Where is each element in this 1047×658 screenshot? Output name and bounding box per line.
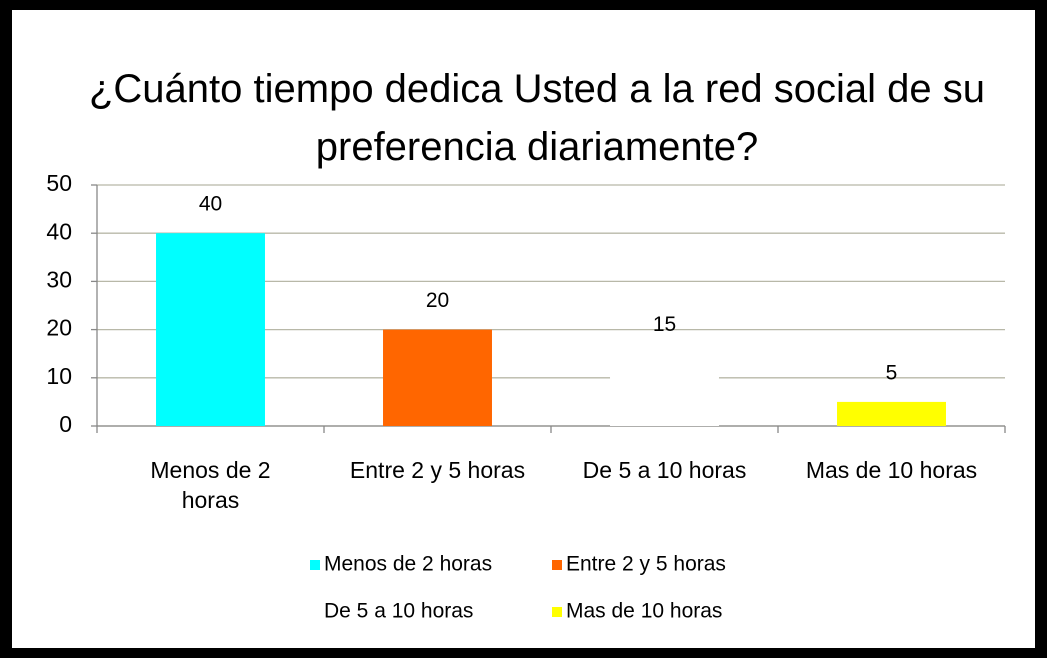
legend-label: Mas de 10 horas bbox=[566, 600, 722, 623]
y-tick-label: 0 bbox=[59, 411, 72, 437]
x-tick-label: Menos de 2 horas bbox=[150, 457, 271, 513]
data-label: 40 bbox=[199, 193, 222, 216]
chart-title: ¿Cuánto tiempo dedica Usted a la red soc… bbox=[88, 67, 986, 169]
y-tick-label: 30 bbox=[46, 266, 72, 292]
legend-swatch bbox=[552, 560, 562, 570]
y-tick-label: 20 bbox=[46, 315, 72, 341]
y-tick-label: 50 bbox=[46, 170, 72, 196]
bar bbox=[610, 353, 719, 426]
bar bbox=[837, 401, 946, 426]
bar bbox=[156, 233, 265, 426]
y-tick-label: 10 bbox=[46, 363, 72, 389]
data-label: 20 bbox=[426, 289, 449, 312]
legend-swatch bbox=[552, 607, 562, 617]
bar bbox=[383, 329, 492, 426]
legend-swatch bbox=[310, 560, 320, 570]
legend-swatch bbox=[310, 607, 320, 617]
x-tick-label: De 5 a 10 horas bbox=[582, 457, 747, 483]
data-label: 15 bbox=[653, 313, 676, 336]
data-label: 5 bbox=[886, 361, 898, 384]
x-tick-label: Mas de 10 horas bbox=[805, 457, 978, 483]
legend-label: Entre 2 y 5 horas bbox=[566, 553, 726, 576]
legend-label: De 5 a 10 horas bbox=[324, 600, 473, 623]
y-tick-label: 40 bbox=[46, 218, 72, 244]
legend-label: Menos de 2 horas bbox=[324, 553, 492, 576]
x-tick-label: Entre 2 y 5 horas bbox=[349, 457, 526, 483]
